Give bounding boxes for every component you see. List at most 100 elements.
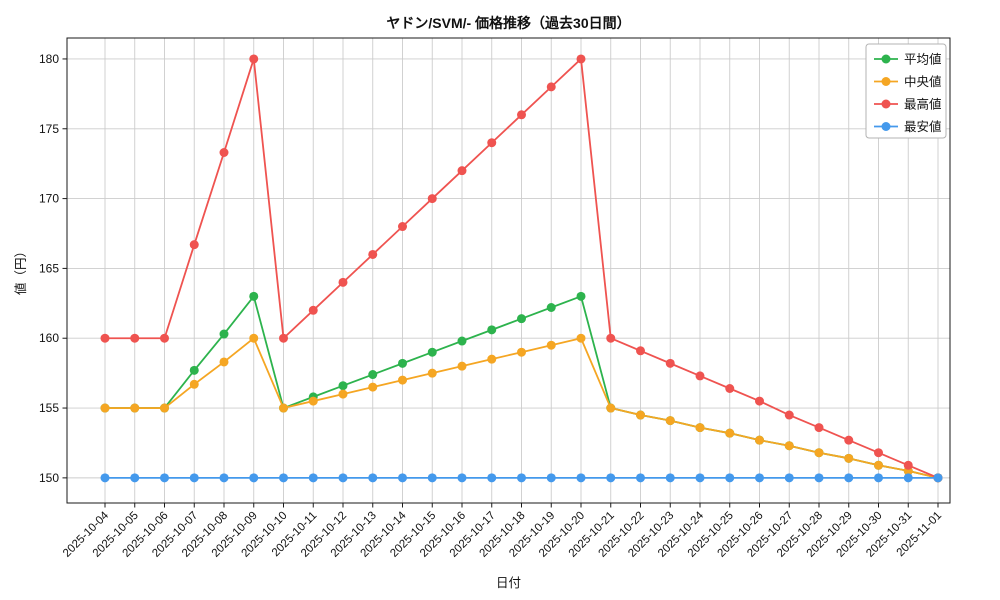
series-point [457, 166, 467, 176]
series-point [100, 403, 110, 413]
series-point [755, 473, 764, 483]
y-tick-label: 165 [39, 261, 59, 275]
series-point [249, 291, 259, 301]
y-tick-label: 170 [39, 192, 59, 206]
legend-sample-marker [881, 122, 891, 131]
series-point [160, 333, 169, 343]
series-point [100, 473, 110, 483]
series-point [100, 333, 110, 343]
series-point [368, 382, 378, 392]
series-point [160, 403, 169, 413]
series-point [308, 396, 318, 406]
series-point [338, 277, 348, 287]
series-point [338, 389, 348, 399]
series-point [130, 403, 140, 413]
y-tick-label: 160 [39, 331, 59, 345]
series-point [784, 441, 794, 451]
legend-label: 最高値 [904, 97, 942, 112]
series-point [636, 346, 645, 356]
series-point [665, 416, 675, 426]
series-point [249, 333, 259, 343]
series-point [636, 410, 645, 420]
series-point [427, 368, 437, 378]
legend-label: 最安値 [904, 119, 942, 134]
y-tick-label: 180 [39, 52, 59, 66]
y-tick-label: 175 [39, 122, 59, 136]
series-point [606, 333, 616, 343]
x-axis-label: 日付 [495, 576, 521, 590]
series-point [189, 379, 199, 389]
series-point [487, 325, 497, 335]
y-tick-label: 155 [39, 401, 59, 415]
series-point [814, 448, 824, 458]
series-point [427, 194, 437, 204]
series-point [784, 473, 794, 483]
series-point [487, 473, 497, 483]
legend-sample-marker [881, 77, 891, 86]
series-point [665, 358, 675, 368]
plot-border [66, 37, 951, 504]
series-point [130, 473, 140, 483]
series-point [457, 361, 467, 371]
series-point [606, 403, 616, 413]
series-point [249, 473, 259, 483]
series-point [665, 473, 675, 483]
series-point [338, 381, 348, 391]
series-point [219, 148, 229, 158]
series-point [189, 240, 199, 250]
series-point [219, 329, 229, 339]
series-point [398, 473, 407, 483]
series-point [219, 357, 229, 367]
series-point [576, 333, 586, 343]
series-point [725, 473, 735, 483]
series-point [903, 473, 913, 483]
series-point [279, 473, 288, 483]
series-point [874, 473, 883, 483]
legend-label: 平均値 [904, 52, 942, 67]
series-point [784, 410, 794, 420]
series-point [517, 473, 526, 483]
series-point [725, 428, 735, 438]
series-point [725, 383, 735, 393]
series-point [308, 305, 318, 315]
series-point [546, 82, 556, 92]
series-point [368, 249, 378, 259]
series-point [576, 473, 586, 483]
series-point [427, 347, 437, 357]
series-point [487, 354, 497, 364]
series-point [546, 473, 556, 483]
series-point [368, 473, 378, 483]
series-point [844, 435, 854, 445]
series-point [457, 336, 467, 346]
series-point [398, 358, 407, 368]
series-point [933, 473, 943, 483]
series-point [279, 333, 288, 343]
series-point [903, 460, 913, 470]
series-point [814, 423, 824, 433]
series-point [189, 365, 199, 375]
series-point [546, 340, 556, 350]
series-point [695, 371, 705, 381]
series-point [279, 403, 288, 413]
series-point [874, 460, 883, 470]
series-point [427, 473, 437, 483]
series-point [636, 473, 645, 483]
series-point [695, 423, 705, 433]
series-point [249, 54, 259, 64]
series-point [457, 473, 467, 483]
series-point [755, 396, 764, 406]
legend-sample-marker [881, 54, 891, 64]
series-point [844, 473, 854, 483]
series-point [844, 453, 854, 463]
series-point [219, 473, 229, 483]
series-point [398, 222, 407, 232]
series-point [755, 435, 764, 445]
series-point [398, 375, 407, 385]
series-point [308, 473, 318, 483]
series-point [695, 473, 705, 483]
series-point [338, 473, 348, 483]
legend-label: 中央値 [904, 74, 942, 89]
series-point [874, 448, 883, 458]
legend-box [865, 43, 947, 139]
